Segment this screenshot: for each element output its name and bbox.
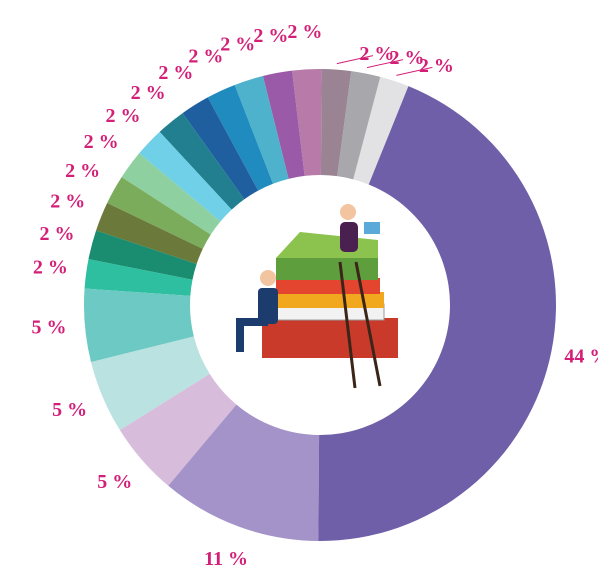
data-label: 2 % <box>106 105 141 127</box>
book <box>272 292 384 308</box>
chart: 44 %11 %5 %5 %5 %2 %2 %2 %2 %2 %2 %2 %2 … <box>0 0 598 569</box>
data-label: 2 % <box>50 191 85 213</box>
data-label: 2 % <box>188 46 223 68</box>
data-label: 11 % <box>204 548 248 569</box>
laptop <box>364 222 380 234</box>
data-label: 2 % <box>84 131 119 153</box>
person <box>260 270 276 286</box>
data-label: 2 % <box>419 55 454 77</box>
page-body: {"chart_data": {"type": "donut", "values… <box>0 0 598 569</box>
data-label: 2 % <box>33 257 68 279</box>
page: body { margin: 0; width: 598px; height: … <box>0 0 598 569</box>
data-label: 2 % <box>65 160 100 182</box>
data-label: 2 % <box>253 25 288 47</box>
book-cover <box>276 232 378 258</box>
data-label: 44 % <box>564 345 598 367</box>
person <box>340 222 358 252</box>
data-label: 5 % <box>52 399 87 421</box>
person <box>240 318 268 326</box>
book <box>276 258 378 280</box>
book <box>276 278 380 294</box>
center-illustration <box>236 204 398 388</box>
book <box>262 318 398 358</box>
data-label: 5 % <box>32 316 67 338</box>
person <box>340 204 356 220</box>
data-label: 2 % <box>287 21 322 43</box>
data-label: 2 % <box>40 223 75 245</box>
data-label: 2 % <box>131 82 166 104</box>
person <box>236 318 244 352</box>
data-label: 5 % <box>97 471 132 493</box>
data-label: 2 % <box>220 33 255 55</box>
